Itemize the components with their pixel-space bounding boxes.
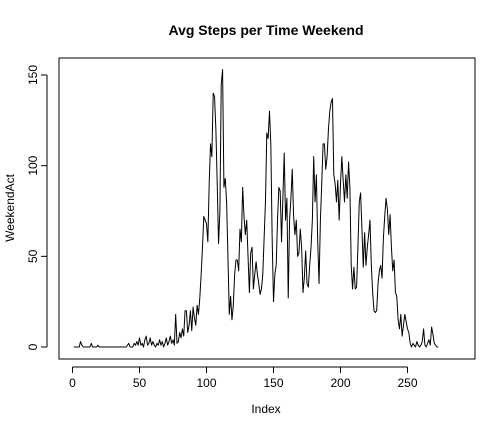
x-tick-label: 150 (263, 376, 283, 390)
x-axis: 0 50 100 150 200 250 (69, 366, 418, 390)
series-line (73, 69, 439, 348)
x-tick-label: 0 (69, 376, 76, 390)
y-tick-label: 150 (26, 65, 40, 85)
x-tick-label: 200 (330, 376, 350, 390)
y-tick-label: 100 (26, 155, 40, 175)
x-tick-label: 50 (133, 376, 147, 390)
y-tick-label: 0 (26, 343, 40, 350)
y-tick-label: 50 (26, 249, 40, 263)
x-axis-label: Index (251, 402, 280, 416)
y-axis-label: WeekendAct (3, 173, 17, 241)
y-axis: 0 50 100 150 (26, 65, 48, 350)
plot-frame (58, 57, 476, 360)
x-tick-label: 250 (397, 376, 417, 390)
chart-title: Avg Steps per Time Weekend (168, 22, 363, 38)
x-tick-label: 100 (196, 376, 216, 390)
